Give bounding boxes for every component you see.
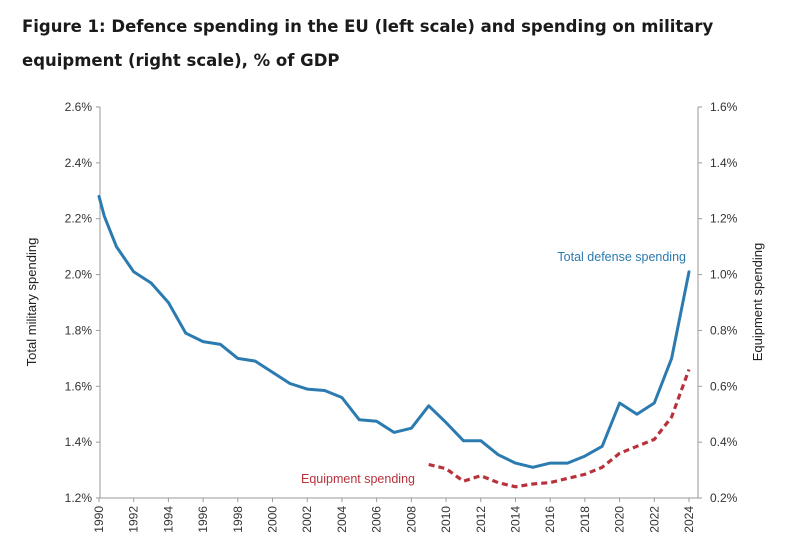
y2-tick-label: 1.0%	[710, 268, 738, 282]
y2-tick-label: 0.6%	[710, 379, 738, 393]
y2-tick-label: 0.2%	[710, 491, 738, 505]
equipment-spending-label: Equipment spending	[301, 472, 415, 486]
equipment-spending-line	[428, 368, 691, 489]
y-tick-label: 1.2%	[65, 491, 93, 505]
x-tick-label: 2010	[439, 506, 453, 533]
x-tick-label: 2012	[474, 506, 488, 533]
x-tick-label: 2014	[508, 506, 522, 533]
x-tick-label: 2022	[647, 506, 661, 533]
y2-tick-label: 1.2%	[710, 212, 738, 226]
y2-tick-label: 0.4%	[710, 435, 738, 449]
series-lines	[97, 194, 691, 489]
x-tick-label: 2016	[543, 506, 557, 533]
x-tick-label: 2004	[335, 506, 349, 533]
y2-tick-label: 1.4%	[710, 156, 738, 170]
y-tick-label: 1.4%	[65, 435, 93, 449]
y-tick-label: 1.6%	[65, 379, 93, 393]
y-tick-label: 2.4%	[65, 156, 93, 170]
y2-tick-label: 1.6%	[710, 100, 738, 114]
y-tick-label: 2.2%	[65, 212, 93, 226]
y-tick-label: 2.6%	[65, 100, 93, 114]
x-tick-label: 2002	[300, 506, 314, 533]
axes	[96, 106, 702, 502]
tick-labels: 1.2% 1.4% 1.6% 1.8% 2.0% 2.2% 2.4% 2.6% 0.2% 0.4%…	[65, 100, 738, 533]
x-tick-label: 1990	[92, 506, 106, 533]
x-tick-label: 2006	[370, 506, 384, 533]
x-tick-label: 2024	[682, 506, 696, 533]
series-labels: Total defense spending Equipment spending	[301, 250, 686, 486]
x-tick-label: 2018	[578, 506, 592, 533]
y-tick-label: 2.0%	[65, 268, 93, 282]
x-tick-label: 1998	[231, 506, 245, 533]
x-tick-label: 2000	[266, 506, 280, 533]
total-defense-spending-label: Total defense spending	[557, 250, 686, 264]
x-tick-label: 2020	[613, 506, 627, 533]
x-tick-label: 1992	[127, 506, 141, 533]
y-axis-title: Total military spending	[24, 238, 39, 367]
total-defense-spending-line	[97, 194, 691, 469]
x-tick-label: 1996	[196, 506, 210, 533]
y2-axis-title: Equipment spending	[750, 243, 765, 362]
chart-title: Figure 1: Defence spending in the EU (le…	[22, 17, 714, 70]
y-tick-label: 1.8%	[65, 323, 93, 337]
x-tick-label: 2008	[404, 506, 418, 533]
y2-tick-label: 0.8%	[710, 323, 738, 337]
x-tick-label: 1994	[161, 506, 175, 533]
